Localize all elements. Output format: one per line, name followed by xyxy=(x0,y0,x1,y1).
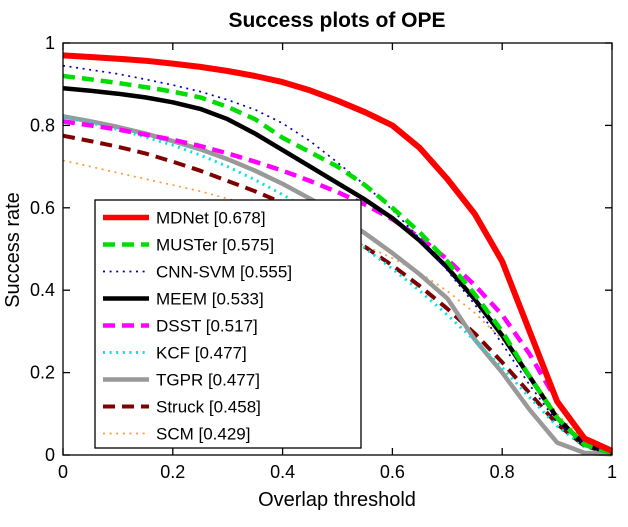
x-tick-label: 0.2 xyxy=(160,462,185,482)
legend: MDNet [0.678] MUSTer [0.575] CNN-SVM [0.55… xyxy=(94,199,362,449)
y-tick-label: 1 xyxy=(45,33,55,53)
legend-label-kcf: KCF [0.477] xyxy=(156,344,247,363)
y-tick-label: 0.2 xyxy=(30,363,55,383)
x-tick-label: 0 xyxy=(58,462,68,482)
legend-label-scm: SCM [0.429] xyxy=(156,425,251,444)
x-tick-label: 0.6 xyxy=(380,462,405,482)
curve-muster xyxy=(63,73,612,456)
legend-item-mdnet: MDNet [0.678] xyxy=(103,209,266,228)
y-tick-label: 0.8 xyxy=(30,115,55,135)
y-tick-label: 0.4 xyxy=(30,280,55,300)
legend-label-muster: MUSTer [0.575] xyxy=(156,236,274,255)
y-axis-label: Success rate xyxy=(2,192,24,308)
legend-label-meem: MEEM [0.533] xyxy=(156,290,264,309)
legend-label-cnn-svm: CNN-SVM [0.555] xyxy=(156,263,292,282)
plot-content: 0 0.2 0.4 0.6 0.8 1 0 0.2 0.4 0.6 0.8 1 MDNet [0.678… xyxy=(30,33,617,482)
x-tick-label: 0.4 xyxy=(270,462,295,482)
legend-label-tgpr: TGPR [0.477] xyxy=(156,371,260,390)
chart-title: Success plots of OPE xyxy=(228,9,445,32)
y-tick-label: 0 xyxy=(45,445,55,465)
curve-cnn-svm xyxy=(63,64,612,454)
legend-label-dsst: DSST [0.517] xyxy=(156,317,258,336)
curve-dsst xyxy=(63,119,612,455)
legend-item-kcf: KCF [0.477] xyxy=(103,344,247,363)
legend-item-scm: SCM [0.429] xyxy=(103,425,251,444)
legend-item-struck: Struck [0.458] xyxy=(103,398,261,417)
legend-item-cnn-svm: CNN-SVM [0.555] xyxy=(103,263,292,282)
plot-box xyxy=(62,42,613,456)
y-tick-label: 0.6 xyxy=(30,198,55,218)
curve-meem xyxy=(63,86,612,456)
legend-item-meem: MEEM [0.533] xyxy=(103,290,264,309)
legend-item-tgpr: TGPR [0.477] xyxy=(103,371,260,390)
legend-label-mdnet: MDNet [0.678] xyxy=(156,209,266,228)
legend-item-muster: MUSTer [0.575] xyxy=(103,236,274,255)
curve-mdnet xyxy=(63,52,612,454)
legend-item-dsst: DSST [0.517] xyxy=(103,317,258,336)
legend-box xyxy=(94,199,362,449)
x-tick-label: 0.8 xyxy=(490,462,515,482)
legend-label-struck: Struck [0.458] xyxy=(156,398,261,417)
x-tick-label: 1 xyxy=(607,462,617,482)
x-axis-label: Overlap threshold xyxy=(258,489,416,511)
